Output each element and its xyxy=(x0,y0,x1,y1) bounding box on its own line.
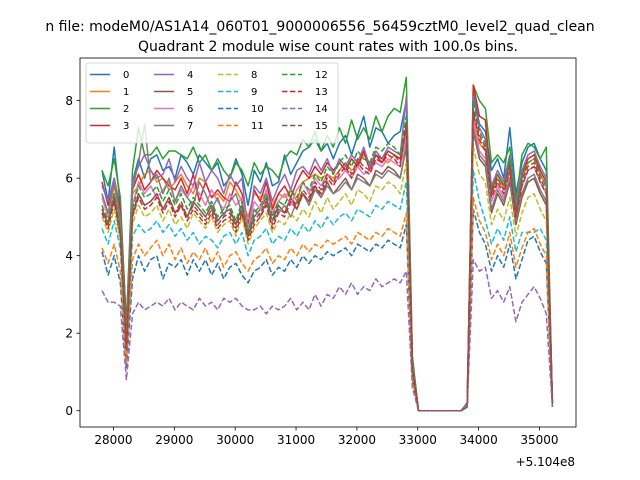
x-offset-label: +5.104e8 xyxy=(516,455,575,469)
legend-label-14: 14 xyxy=(315,104,328,115)
series-line-9 xyxy=(101,169,554,412)
legend-label-4: 4 xyxy=(187,70,193,81)
x-tick-label: 31000 xyxy=(277,433,315,447)
series-line-3 xyxy=(101,84,554,412)
figure-suptitle: n file: modeM0/AS1A14_060T01_9000006556_… xyxy=(45,19,594,35)
legend-label-11: 11 xyxy=(251,121,264,132)
x-tick-label: 33000 xyxy=(399,433,437,447)
legend-label-9: 9 xyxy=(251,87,257,98)
y-axis: 0 2 4 6 8 xyxy=(65,94,80,418)
x-tick-label: 28000 xyxy=(94,433,132,447)
series-line-4 xyxy=(101,96,554,412)
y-tick-label: 0 xyxy=(65,404,73,418)
legend-label-13: 13 xyxy=(315,87,328,98)
legend-label-12: 12 xyxy=(315,70,328,81)
legend-label-3: 3 xyxy=(123,121,129,132)
series-line-12 xyxy=(101,99,554,412)
legend-label-5: 5 xyxy=(187,87,193,98)
series-line-15 xyxy=(101,107,554,412)
plot-frame xyxy=(79,57,577,428)
series-line-10 xyxy=(101,208,554,412)
x-tick-label: 32000 xyxy=(338,433,376,447)
legend-label-0: 0 xyxy=(123,70,129,81)
x-tick-label: 30000 xyxy=(216,433,254,447)
series-line-5 xyxy=(101,130,554,412)
legend-label-2: 2 xyxy=(123,104,129,115)
legend-label-6: 6 xyxy=(187,104,193,115)
series-line-8 xyxy=(101,146,554,412)
series-line-13 xyxy=(101,111,554,412)
legend-label-8: 8 xyxy=(251,70,257,81)
legend-label-1: 1 xyxy=(123,87,129,98)
y-tick-label: 4 xyxy=(65,249,73,263)
x-tick-label: 34000 xyxy=(460,433,498,447)
x-tick-label: 29000 xyxy=(155,433,193,447)
legend-label-7: 7 xyxy=(187,121,193,132)
legend-label-15: 15 xyxy=(315,121,328,132)
series-line-11 xyxy=(101,196,554,412)
x-tick-label: 35000 xyxy=(520,433,558,447)
chart-title: Quadrant 2 module wise count rates with … xyxy=(138,39,518,55)
series-line-14 xyxy=(101,258,554,412)
y-tick-label: 6 xyxy=(65,172,73,186)
x-axis: 28000 29000 30000 31000 32000 33000 34000 35000 xyxy=(94,427,559,447)
legend-label-10: 10 xyxy=(251,104,264,115)
series-line-7 xyxy=(101,123,554,412)
y-tick-label: 2 xyxy=(65,327,73,341)
legend-box xyxy=(85,62,339,144)
y-tick-label: 8 xyxy=(65,94,73,108)
